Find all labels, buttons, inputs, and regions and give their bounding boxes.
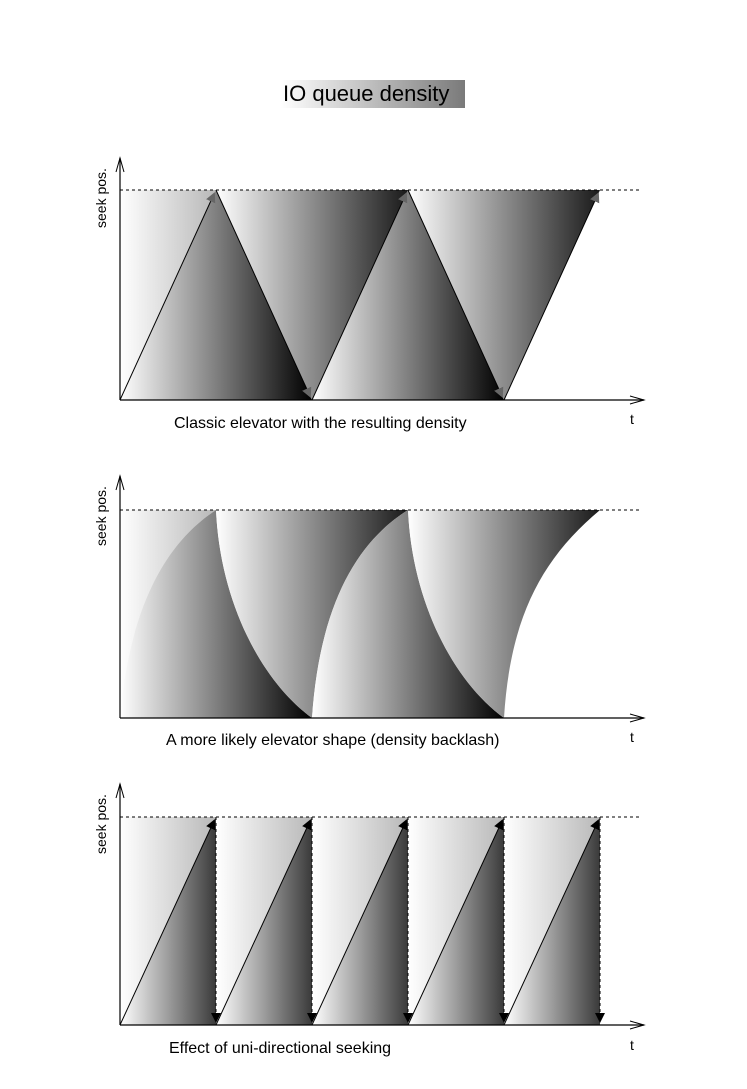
density-region-2 — [120, 190, 312, 400]
x-axis-label: t — [630, 729, 634, 745]
head-path-down — [407, 189, 504, 398]
y-axis-arrow-icon — [115, 782, 125, 799]
head-path-up — [407, 819, 504, 1026]
density-region-3 — [216, 510, 408, 718]
y-axis-label: seek pos. — [93, 168, 109, 228]
y-axis-arrow-icon — [115, 156, 125, 173]
density-region-4 — [312, 510, 504, 718]
panel-caption: Classic elevator with the resulting dens… — [174, 415, 467, 432]
panel-likely: seek pos. t A more likely elevator shape… — [93, 474, 646, 749]
page-title: IO queue density — [283, 81, 449, 106]
y-axis-label: seek pos. — [93, 794, 109, 854]
density-region-2 — [120, 510, 312, 718]
head-path-up — [215, 819, 312, 1026]
head-path-up — [119, 192, 216, 401]
head-path-up — [503, 819, 600, 1026]
y-axis-label: seek pos. — [93, 486, 109, 546]
x-axis-arrow-icon — [629, 713, 646, 723]
head-path-down — [215, 189, 312, 398]
x-axis-label: t — [630, 1037, 634, 1053]
panel-caption: A more likely elevator shape (density ba… — [166, 732, 500, 749]
density-region-1 — [120, 510, 216, 718]
head-path-up — [311, 192, 408, 401]
panel-classic: seek pos. t Classic elevator with the re… — [93, 156, 646, 432]
head-path-up — [311, 819, 408, 1026]
panel-unidirectional: seek pos. t Effect of uni-directional se… — [93, 782, 646, 1057]
title-group: IO queue density — [281, 80, 465, 108]
x-axis-label: t — [630, 411, 634, 427]
density-region-5 — [408, 510, 600, 718]
density-region-4 — [312, 190, 504, 400]
panel-caption: Effect of uni-directional seeking — [169, 1040, 391, 1057]
head-path-up — [503, 192, 600, 401]
density-region-3 — [216, 190, 408, 400]
title-background — [281, 80, 465, 108]
x-axis-arrow-icon — [629, 395, 646, 405]
density-region-5 — [408, 190, 600, 400]
x-axis-arrow-icon — [629, 1020, 646, 1030]
y-axis-arrow-icon — [115, 474, 125, 491]
head-path-up — [119, 819, 216, 1026]
